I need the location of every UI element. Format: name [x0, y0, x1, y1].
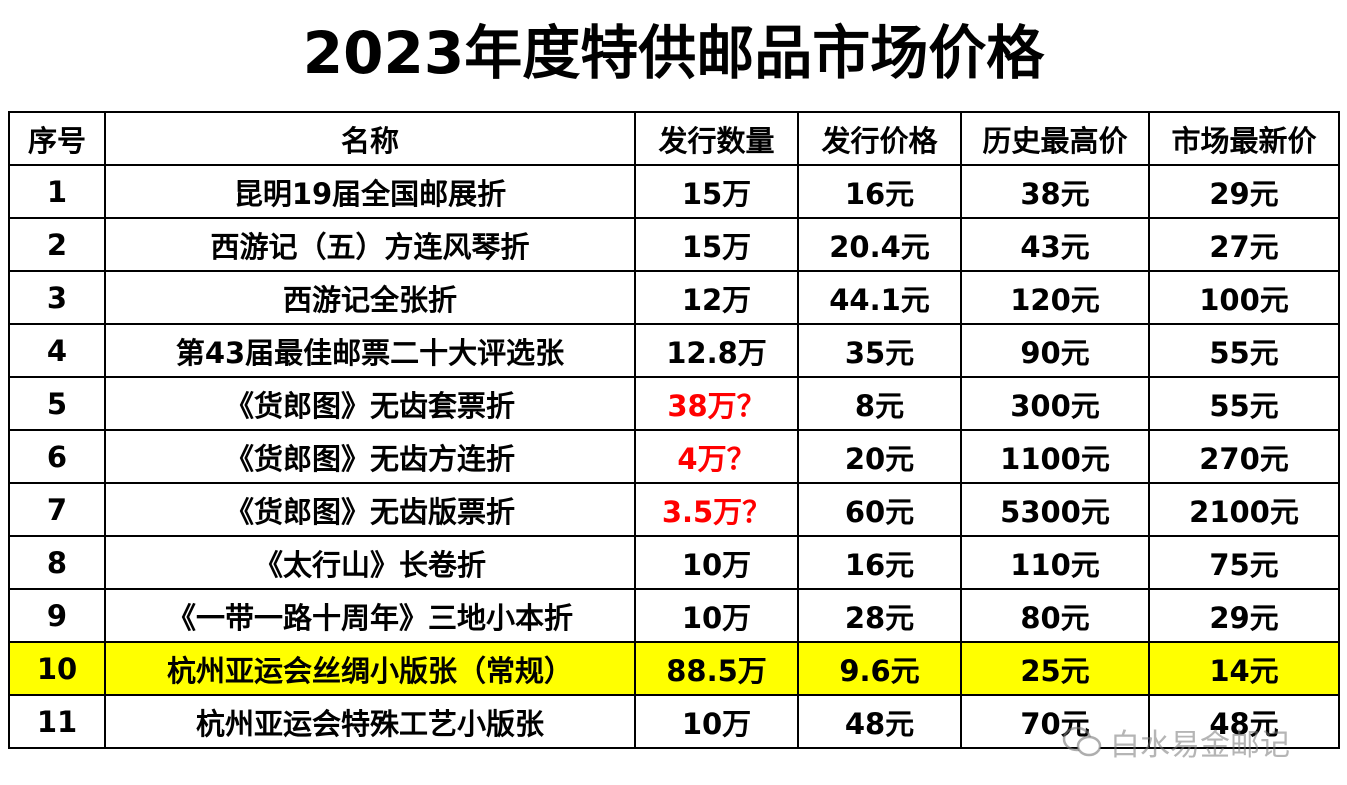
table-cell: 48元	[1148, 694, 1340, 749]
wechat-icon	[1062, 726, 1102, 757]
table-row: 5 《货郎图》无齿套票折 38万？ 8元 300元 55元	[8, 376, 1340, 431]
table-cell: 12.8万	[634, 323, 799, 378]
table-cell: 《货郎图》无齿方连折	[104, 429, 636, 484]
header-cell: 市场最新价	[1148, 111, 1340, 166]
table-cell: 55元	[1148, 376, 1340, 431]
table-cell: 11	[8, 694, 106, 749]
table-cell: 10万	[634, 694, 799, 749]
table-cell: 90元	[960, 323, 1150, 378]
table-cell: 10万	[634, 588, 799, 643]
table-cell: 2100元	[1148, 482, 1340, 537]
table-cell: 6	[8, 429, 106, 484]
table-row: 4 第43届最佳邮票二十大评选张 12.8万 35元 90元 55元	[8, 323, 1340, 378]
table-cell: 29元	[1148, 164, 1340, 219]
table-cell: 12万	[634, 270, 799, 325]
table-cell: 《太行山》长卷折	[104, 535, 636, 590]
table-cell: 《货郎图》无齿套票折	[104, 376, 636, 431]
table-cell: 8元	[797, 376, 962, 431]
table-cell: 70元	[960, 694, 1150, 749]
header-cell: 发行价格	[797, 111, 962, 166]
table-cell: 100元	[1148, 270, 1340, 325]
table-cell: 3.5万？	[634, 482, 799, 537]
table-cell: 80元	[960, 588, 1150, 643]
table-cell: 2	[8, 217, 106, 272]
table-cell: 28元	[797, 588, 962, 643]
table-cell: 10	[8, 641, 106, 696]
table-cell: 9	[8, 588, 106, 643]
table-cell: 25元	[960, 641, 1150, 696]
table-cell: 48元	[797, 694, 962, 749]
table-cell: 3	[8, 270, 106, 325]
watermark-text: 白水易金邮记	[1110, 728, 1290, 763]
table-cell: 昆明19届全国邮展折	[104, 164, 636, 219]
table-cell: 1	[8, 164, 106, 219]
table-cell: 300元	[960, 376, 1150, 431]
header-cell: 序号	[8, 111, 106, 166]
table-cell: 75元	[1148, 535, 1340, 590]
table-cell: 120元	[960, 270, 1150, 325]
table-cell: 110元	[960, 535, 1150, 590]
table-cell: 西游记全张折	[104, 270, 636, 325]
table-cell: 27元	[1148, 217, 1340, 272]
table-cell: 38元	[960, 164, 1150, 219]
table-cell: 55元	[1148, 323, 1340, 378]
table-cell: 《一带一路十周年》三地小本折	[104, 588, 636, 643]
table-cell: 5300元	[960, 482, 1150, 537]
table-cell: 5	[8, 376, 106, 431]
table-cell: 35元	[797, 323, 962, 378]
table-row: 2 西游记（五）方连风琴折 15万 20.4元 43元 27元	[8, 217, 1340, 272]
table-cell: 15万	[634, 217, 799, 272]
table-row: 10 杭州亚运会丝绸小版张（常规） 88.5万 9.6元 25元 14元	[8, 641, 1340, 696]
table-row: 8 《太行山》长卷折 10万 16元 110元 75元	[8, 535, 1340, 590]
header-cell: 历史最高价	[960, 111, 1150, 166]
table-row: 7 《货郎图》无齿版票折 3.5万？ 60元 5300元 2100元	[8, 482, 1340, 537]
watermark: 白水易金邮记	[1062, 720, 1290, 764]
table-cell: 4万？	[634, 429, 799, 484]
table-body: 1 昆明19届全国邮展折 15万 16元 38元 29元 2 西游记（五）方连风琴折 15万 20…	[8, 164, 1340, 749]
table-cell: 16元	[797, 164, 962, 219]
table-cell: 88.5万	[634, 641, 799, 696]
table-cell: 4	[8, 323, 106, 378]
table-cell: 10万	[634, 535, 799, 590]
header-row: 序号 名称 发行数量 发行价格 历史最高价 市场最新价	[8, 111, 1340, 166]
table-cell: 38万？	[634, 376, 799, 431]
table-cell: 1100元	[960, 429, 1150, 484]
header-cell: 名称	[104, 111, 636, 166]
table-cell: 9.6元	[797, 641, 962, 696]
price-table: 序号 名称 发行数量 发行价格 历史最高价 市场最新价 1 昆明19届全国邮展折 15万 16元…	[8, 111, 1340, 749]
table-row: 6 《货郎图》无齿方连折 4万？ 20元 1100元 270元	[8, 429, 1340, 484]
header-cell: 发行数量	[634, 111, 799, 166]
table-row: 3 西游记全张折 12万 44.1元 120元 100元	[8, 270, 1340, 325]
table-row: 11 杭州亚运会特殊工艺小版张 10万 48元 70元 48元	[8, 694, 1340, 749]
table-cell: 《货郎图》无齿版票折	[104, 482, 636, 537]
table-cell: 第43届最佳邮票二十大评选张	[104, 323, 636, 378]
table-cell: 15万	[634, 164, 799, 219]
table-cell: 杭州亚运会特殊工艺小版张	[104, 694, 636, 749]
table-cell: 270元	[1148, 429, 1340, 484]
table-cell: 20元	[797, 429, 962, 484]
table-cell: 杭州亚运会丝绸小版张（常规）	[104, 641, 636, 696]
table-row: 1 昆明19届全国邮展折 15万 16元 38元 29元	[8, 164, 1340, 219]
table-cell: 16元	[797, 535, 962, 590]
table-cell: 8	[8, 535, 106, 590]
table-cell: 14元	[1148, 641, 1340, 696]
table-row: 9 《一带一路十周年》三地小本折 10万 28元 80元 29元	[8, 588, 1340, 643]
table-cell: 西游记（五）方连风琴折	[104, 217, 636, 272]
table-cell: 29元	[1148, 588, 1340, 643]
table-cell: 20.4元	[797, 217, 962, 272]
table-cell: 44.1元	[797, 270, 962, 325]
table-cell: 43元	[960, 217, 1150, 272]
title: 2023年度特供邮品市场价格	[302, 19, 1045, 87]
table-cell: 7	[8, 482, 106, 537]
table-cell: 60元	[797, 482, 962, 537]
